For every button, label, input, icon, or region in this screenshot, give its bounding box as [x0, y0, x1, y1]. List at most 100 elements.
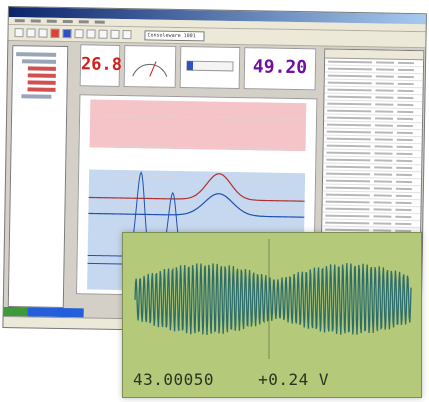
list-cell [327, 95, 372, 99]
save-icon[interactable] [38, 28, 48, 38]
chart-icon[interactable] [62, 28, 72, 39]
list-cell [325, 186, 370, 190]
scope-readout: 43.00050 +0.24 V [133, 370, 413, 389]
list-cell [373, 187, 392, 190]
list-cell [373, 215, 392, 218]
list-cell [325, 179, 371, 183]
menu-item[interactable] [78, 20, 89, 24]
tree-item[interactable] [16, 52, 57, 57]
time-readout: 43.00050 [133, 370, 215, 389]
menu-item[interactable] [46, 19, 57, 23]
grid-icon[interactable] [86, 29, 96, 39]
list-cell [397, 103, 414, 107]
upper-band [89, 99, 307, 152]
list-cell [395, 222, 412, 226]
list-cell [326, 151, 371, 155]
list-cell [397, 75, 414, 79]
list-cell [374, 166, 393, 169]
zoom-icon[interactable] [98, 29, 108, 39]
list-cell [326, 137, 371, 141]
grid-line [90, 115, 307, 120]
bar-meter-icon [186, 60, 234, 72]
list-cell [374, 145, 393, 148]
list-cell [327, 109, 372, 113]
list-cell [396, 166, 413, 170]
menu-item[interactable] [62, 19, 73, 24]
list-cell [326, 158, 371, 162]
list-cell [396, 124, 413, 128]
list-cell [396, 173, 413, 177]
list-cell [395, 194, 412, 198]
list-cell [396, 138, 413, 142]
scope-trace-canvas [134, 239, 412, 359]
series-line-red [88, 173, 305, 202]
list-cell [373, 194, 392, 197]
channel-tree [7, 45, 69, 309]
list-cell [325, 207, 370, 211]
settings-icon[interactable] [74, 29, 84, 39]
list-cell [396, 145, 413, 149]
menu-item[interactable] [94, 20, 105, 24]
list-cell [374, 159, 393, 162]
open-folder-icon[interactable] [26, 28, 36, 38]
list-cell [374, 152, 393, 155]
list-cell [373, 222, 392, 225]
grid-line [89, 145, 306, 150]
bar-meter [179, 46, 241, 90]
series-line-blue [88, 193, 305, 218]
tree-item[interactable] [21, 94, 52, 99]
list-cell [325, 200, 370, 204]
list-cell [325, 221, 370, 225]
list-cell [327, 67, 372, 71]
list-cell [396, 159, 413, 163]
list-cell [327, 88, 372, 92]
list-cell [375, 96, 394, 99]
grid-line [89, 175, 306, 180]
meter-dial-icon [132, 61, 168, 77]
list-cell [375, 117, 394, 120]
menu-item[interactable] [30, 19, 41, 23]
list-cell [327, 116, 372, 120]
list-cell [326, 123, 371, 127]
device-select[interactable]: Consoleware 1001 [144, 29, 205, 41]
list-cell [398, 61, 415, 65]
list-cell [326, 165, 371, 169]
help-icon[interactable] [122, 30, 132, 40]
tree-item[interactable] [27, 80, 56, 85]
list-cell [328, 60, 373, 64]
new-file-icon[interactable] [14, 28, 24, 38]
list-cell [397, 89, 414, 93]
oscilloscope-display: 43.00050 +0.24 V [122, 232, 422, 398]
middle-band [89, 147, 306, 174]
list-cell [373, 180, 393, 183]
list-cell [325, 228, 370, 232]
list-cell [397, 68, 414, 72]
list-cell [376, 61, 395, 64]
list-cell [327, 102, 372, 106]
list-cell [395, 187, 412, 191]
menu-item[interactable] [14, 19, 25, 23]
list-cell [326, 130, 371, 134]
list-cell [396, 152, 413, 156]
list-cell [395, 208, 412, 212]
list-cell [397, 117, 414, 121]
tree-item[interactable] [27, 73, 56, 78]
list-cell [397, 96, 414, 100]
value-readout: +0.24 V [258, 370, 329, 389]
tree-item[interactable] [27, 66, 56, 71]
grid-line [88, 205, 305, 210]
list-cell [375, 103, 394, 106]
tree-item[interactable] [22, 59, 57, 64]
list-cell [397, 110, 414, 114]
list-cell [375, 89, 394, 92]
list-cell [375, 75, 394, 78]
cursor-icon[interactable] [110, 29, 120, 39]
list-cell [395, 201, 412, 205]
list-cell [327, 81, 372, 85]
list-cell [327, 74, 372, 78]
list-cell [395, 180, 413, 184]
list-cell [375, 110, 394, 113]
record-icon[interactable] [50, 28, 60, 38]
tree-item[interactable] [27, 87, 56, 92]
scope-waveform [134, 263, 412, 336]
